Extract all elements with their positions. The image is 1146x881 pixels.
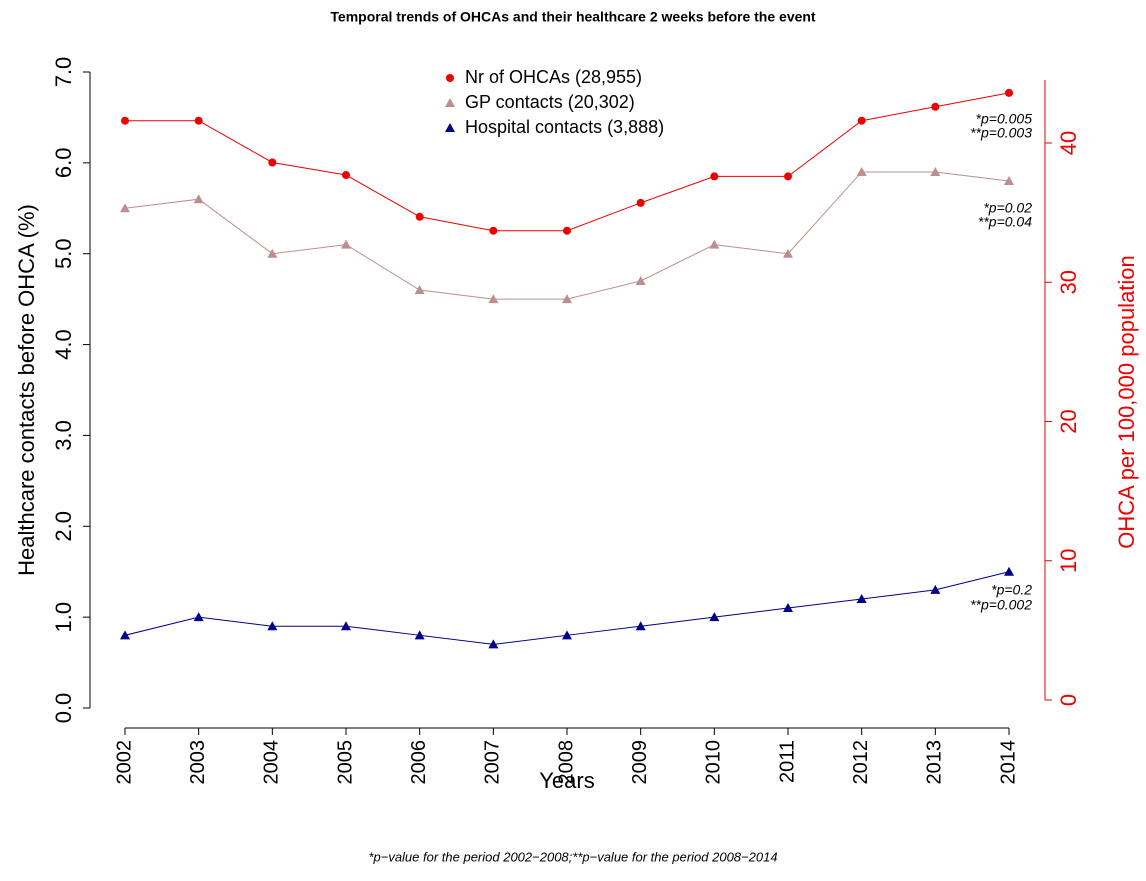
point	[562, 294, 572, 304]
annotation: *p=0.2	[991, 582, 1032, 598]
annotation: *p=0.005	[976, 111, 1033, 127]
x-axis-label: Years	[539, 768, 594, 793]
x-tick-label: 2010	[703, 740, 725, 785]
point	[488, 639, 499, 649]
chart-title: Temporal trends of OHCAs and their healt…	[330, 9, 816, 25]
y2-tick-label: 30	[1056, 270, 1081, 294]
legend-marker	[446, 74, 454, 82]
x-tick-label: 2002	[113, 740, 135, 785]
annotation: **p=0.002	[970, 597, 1032, 613]
y-tick-label: 4.0	[51, 329, 76, 360]
y2-tick-label: 0	[1056, 694, 1081, 706]
y2-tick-label: 40	[1056, 131, 1081, 155]
point	[931, 102, 940, 111]
point	[1004, 176, 1014, 186]
point	[930, 584, 941, 594]
point	[414, 285, 425, 295]
legend-label: Hospital contacts (3,888)	[465, 117, 664, 137]
point	[856, 166, 867, 176]
point	[341, 239, 351, 249]
point	[120, 630, 130, 640]
x-tick-label: 2004	[261, 740, 283, 785]
point	[488, 294, 499, 304]
point	[193, 194, 204, 204]
y-tick-label: 5.0	[51, 238, 76, 269]
point	[709, 612, 720, 622]
footnote: *p−value for the period 2002−2008;**p−va…	[368, 849, 777, 864]
point	[1005, 88, 1013, 97]
series-line	[124, 171, 1010, 300]
y-tick-label: 6.0	[51, 148, 76, 179]
y-tick-label: 3.0	[51, 420, 76, 451]
point	[268, 158, 277, 167]
annotation: **p=0.003	[970, 125, 1032, 141]
point	[414, 630, 425, 640]
point	[121, 116, 129, 125]
point	[341, 621, 351, 631]
legend-marker	[445, 123, 455, 132]
point	[194, 116, 203, 125]
point	[1004, 566, 1014, 576]
annotation: *p=0.02	[983, 200, 1032, 216]
y2-tick-label: 10	[1056, 549, 1081, 573]
x-tick-label: 2012	[850, 740, 872, 785]
point	[783, 248, 793, 258]
point	[635, 621, 646, 631]
y-tick-label: 1.0	[51, 602, 76, 633]
point	[120, 203, 130, 213]
point	[710, 172, 719, 181]
point	[562, 630, 572, 640]
point	[193, 612, 204, 622]
point	[636, 198, 645, 207]
point	[635, 275, 646, 285]
point	[415, 212, 424, 221]
point	[267, 248, 278, 258]
legend-label: Nr of OHCAs (28,955)	[465, 67, 642, 87]
point	[267, 621, 278, 631]
y-axis-label: Healthcare contacts before OHCA (%)	[14, 204, 39, 576]
annotation: **p=0.04	[978, 214, 1032, 230]
x-tick-label: 2007	[482, 740, 504, 785]
y2-tick-label: 20	[1056, 409, 1081, 433]
point	[709, 239, 720, 249]
point	[784, 172, 792, 181]
point	[783, 603, 793, 613]
point	[930, 166, 941, 176]
y2-axis-label: OHCA per 100,000 population	[1114, 255, 1139, 549]
point	[342, 171, 350, 180]
legend-label: GP contacts (20,302)	[465, 92, 635, 112]
point	[857, 116, 866, 125]
point	[563, 226, 571, 235]
y-tick-label: 0.0	[51, 693, 76, 724]
series-line	[125, 92, 1010, 232]
point	[856, 593, 867, 603]
x-tick-label: 2008	[555, 740, 577, 785]
y-tick-label: 2.0	[51, 511, 76, 542]
x-tick-label: 2009	[629, 740, 651, 785]
y-tick-label: 7.0	[51, 57, 76, 88]
legend-marker	[445, 98, 455, 107]
x-tick-label: 2003	[187, 740, 209, 785]
x-tick-label: 2013	[924, 740, 946, 785]
x-tick-label: 2011	[776, 740, 798, 783]
x-tick-label: 2005	[334, 740, 356, 785]
x-tick-label: 2006	[408, 740, 430, 785]
x-tick-label: 2014	[997, 740, 1019, 785]
point	[489, 226, 498, 235]
